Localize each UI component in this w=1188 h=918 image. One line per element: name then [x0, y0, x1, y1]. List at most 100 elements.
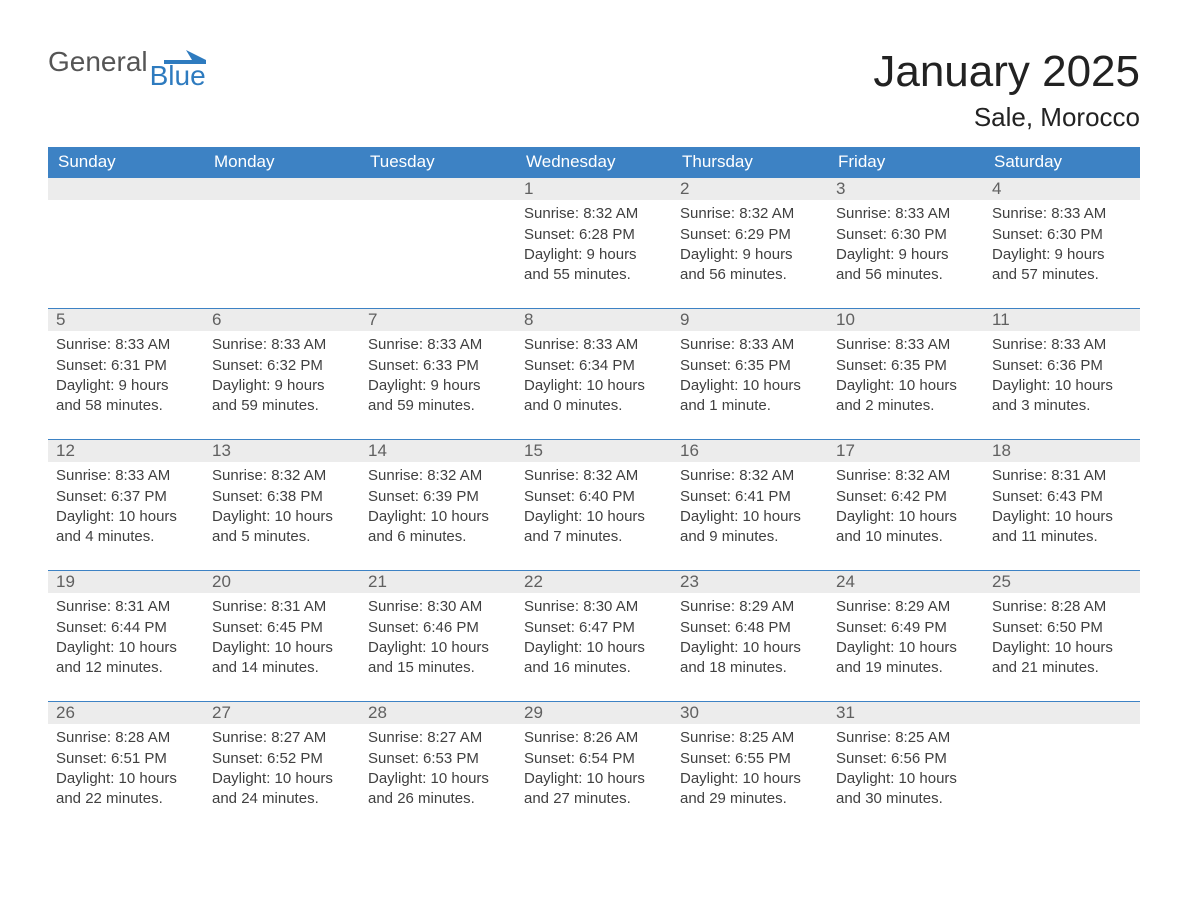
daylight-text: Daylight: 10 hours and 26 minutes. [368, 769, 508, 810]
sunrise-text: Sunrise: 8:25 AM [836, 728, 976, 748]
location-label: Sale, Morocco [873, 102, 1140, 133]
calendar-page: General Blue January 2025 Sale, Morocco … [0, 0, 1188, 832]
daylight-text: Daylight: 10 hours and 10 minutes. [836, 507, 976, 548]
sunrise-text: Sunrise: 8:31 AM [56, 597, 196, 617]
daylight-text: Daylight: 10 hours and 12 minutes. [56, 638, 196, 679]
sunrise-text: Sunrise: 8:25 AM [680, 728, 820, 748]
day-number: 16 [672, 440, 828, 462]
day-number: 8 [516, 309, 672, 331]
calendar-week: 567891011Sunrise: 8:33 AMSunset: 6:31 PM… [48, 308, 1140, 439]
week-body-row: Sunrise: 8:28 AMSunset: 6:51 PM Daylight:… [48, 724, 1140, 832]
day-number: 23 [672, 571, 828, 593]
sunset-text: Sunset: 6:30 PM [992, 225, 1132, 245]
day-cell: Sunrise: 8:33 AMSunset: 6:33 PMDaylight:… [360, 331, 516, 439]
sunrise-text: Sunrise: 8:33 AM [56, 466, 196, 486]
day-number: 24 [828, 571, 984, 593]
day-number: 30 [672, 702, 828, 724]
sunrise-text: Sunrise: 8:33 AM [56, 335, 196, 355]
sunrise-text: Sunrise: 8:33 AM [992, 335, 1132, 355]
sunset-text: Sunset: 6:38 PM [212, 487, 352, 507]
sunset-text: Sunset: 6:30 PM [836, 225, 976, 245]
day-number: 10 [828, 309, 984, 331]
daylight-text: Daylight: 10 hours and 7 minutes. [524, 507, 664, 548]
sunset-text: Sunset: 6:44 PM [56, 618, 196, 638]
day-cell: Sunrise: 8:33 AMSunset: 6:35 PMDaylight:… [828, 331, 984, 439]
sunrise-text: Sunrise: 8:28 AM [56, 728, 196, 748]
sunrise-text: Sunrise: 8:31 AM [992, 466, 1132, 486]
sunset-text: Sunset: 6:41 PM [680, 487, 820, 507]
sunrise-text: Sunrise: 8:30 AM [524, 597, 664, 617]
sunset-text: Sunset: 6:39 PM [368, 487, 508, 507]
daylight-text: Daylight: 10 hours and 5 minutes. [212, 507, 352, 548]
day-cell: Sunrise: 8:32 AMSunset: 6:42 PMDaylight:… [828, 462, 984, 570]
sunrise-text: Sunrise: 8:32 AM [680, 204, 820, 224]
daylight-text: Daylight: 10 hours and 15 minutes. [368, 638, 508, 679]
day-cell: Sunrise: 8:29 AMSunset: 6:49 PMDaylight:… [828, 593, 984, 701]
sunrise-text: Sunrise: 8:27 AM [212, 728, 352, 748]
day-number: 29 [516, 702, 672, 724]
day-cell: Sunrise: 8:30 AMSunset: 6:46 PMDaylight:… [360, 593, 516, 701]
day-number: 4 [984, 178, 1140, 200]
day-number: 21 [360, 571, 516, 593]
day-number: 12 [48, 440, 204, 462]
daylight-text: Daylight: 10 hours and 16 minutes. [524, 638, 664, 679]
sunset-text: Sunset: 6:28 PM [524, 225, 664, 245]
day-cell: Sunrise: 8:31 AMSunset: 6:43 PMDaylight:… [984, 462, 1140, 570]
day-number: 11 [984, 309, 1140, 331]
daylight-text: Daylight: 10 hours and 11 minutes. [992, 507, 1132, 548]
daylight-text: Daylight: 10 hours and 21 minutes. [992, 638, 1132, 679]
sunset-text: Sunset: 6:47 PM [524, 618, 664, 638]
daylight-text: Daylight: 9 hours and 57 minutes. [992, 245, 1132, 286]
day-number: 6 [204, 309, 360, 331]
day-number: 2 [672, 178, 828, 200]
sunrise-text: Sunrise: 8:26 AM [524, 728, 664, 748]
day-number: 17 [828, 440, 984, 462]
daylight-text: Daylight: 10 hours and 3 minutes. [992, 376, 1132, 417]
weekday-label: Monday [204, 147, 360, 178]
day-cell: Sunrise: 8:33 AMSunset: 6:31 PMDaylight:… [48, 331, 204, 439]
calendar-week: 12131415161718Sunrise: 8:33 AMSunset: 6:… [48, 439, 1140, 570]
sunrise-text: Sunrise: 8:33 AM [992, 204, 1132, 224]
sunset-text: Sunset: 6:51 PM [56, 749, 196, 769]
daynum-row: 19202122232425 [48, 570, 1140, 593]
sunset-text: Sunset: 6:43 PM [992, 487, 1132, 507]
daylight-text: Daylight: 10 hours and 1 minute. [680, 376, 820, 417]
calendar-week: 19202122232425Sunrise: 8:31 AMSunset: 6:… [48, 570, 1140, 701]
day-cell: Sunrise: 8:32 AMSunset: 6:29 PMDaylight:… [672, 200, 828, 308]
sunset-text: Sunset: 6:48 PM [680, 618, 820, 638]
daynum-row: 262728293031 [48, 701, 1140, 724]
weekday-label: Tuesday [360, 147, 516, 178]
day-cell: Sunrise: 8:28 AMSunset: 6:50 PMDaylight:… [984, 593, 1140, 701]
sunset-text: Sunset: 6:42 PM [836, 487, 976, 507]
day-cell: Sunrise: 8:27 AMSunset: 6:52 PMDaylight:… [204, 724, 360, 832]
day-cell: Sunrise: 8:31 AMSunset: 6:45 PMDaylight:… [204, 593, 360, 701]
sunset-text: Sunset: 6:35 PM [680, 356, 820, 376]
weekday-header-row: SundayMondayTuesdayWednesdayThursdayFrid… [48, 147, 1140, 178]
sunrise-text: Sunrise: 8:33 AM [524, 335, 664, 355]
day-number: 27 [204, 702, 360, 724]
day-cell: Sunrise: 8:33 AMSunset: 6:32 PMDaylight:… [204, 331, 360, 439]
daylight-text: Daylight: 9 hours and 55 minutes. [524, 245, 664, 286]
daynum-row: 567891011 [48, 308, 1140, 331]
calendar-body: 1234Sunrise: 8:32 AMSunset: 6:28 PMDayli… [48, 178, 1140, 832]
logo-word-blue: Blue [150, 62, 206, 90]
day-number: 3 [828, 178, 984, 200]
day-cell: Sunrise: 8:32 AMSunset: 6:39 PMDaylight:… [360, 462, 516, 570]
day-number: 19 [48, 571, 204, 593]
day-number: 9 [672, 309, 828, 331]
day-number: 5 [48, 309, 204, 331]
sunrise-text: Sunrise: 8:29 AM [836, 597, 976, 617]
calendar-week: 1234Sunrise: 8:32 AMSunset: 6:28 PMDayli… [48, 178, 1140, 308]
sunrise-text: Sunrise: 8:31 AM [212, 597, 352, 617]
sunset-text: Sunset: 6:49 PM [836, 618, 976, 638]
week-body-row: Sunrise: 8:33 AMSunset: 6:37 PMDaylight:… [48, 462, 1140, 570]
sunset-text: Sunset: 6:31 PM [56, 356, 196, 376]
sunrise-text: Sunrise: 8:32 AM [524, 204, 664, 224]
day-number [984, 702, 1140, 724]
day-cell: Sunrise: 8:33 AMSunset: 6:37 PMDaylight:… [48, 462, 204, 570]
day-number: 28 [360, 702, 516, 724]
day-cell: Sunrise: 8:32 AMSunset: 6:41 PMDaylight:… [672, 462, 828, 570]
sunrise-text: Sunrise: 8:32 AM [680, 466, 820, 486]
sunset-text: Sunset: 6:53 PM [368, 749, 508, 769]
week-body-row: Sunrise: 8:33 AMSunset: 6:31 PMDaylight:… [48, 331, 1140, 439]
